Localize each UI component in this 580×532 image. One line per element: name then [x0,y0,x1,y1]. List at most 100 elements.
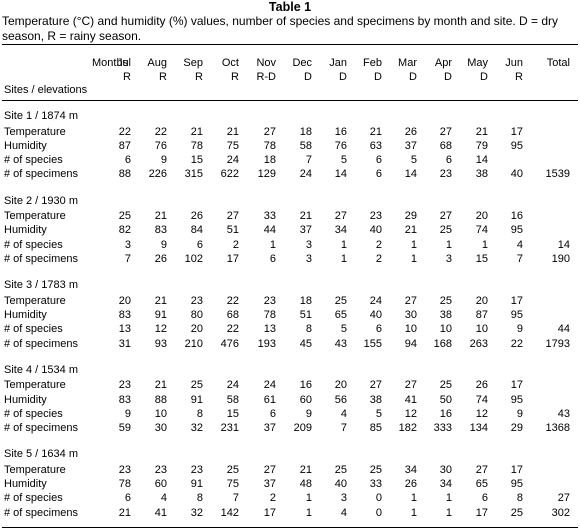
table-cell: 24 [226,379,239,392]
table-cell: 3 [305,238,312,251]
table-cell: 20 [334,379,347,392]
site-title: Site 1 / 1874 m [4,110,78,122]
table-cell: 333 [433,422,452,435]
column-header: Dec D [292,56,312,84]
table-cell: 95 [510,224,523,237]
table-cell: 6 [375,323,382,336]
table-cell: 40 [369,224,382,237]
table-cell: 91 [154,308,167,321]
table-row: Humidity 83 88 91 58 61 60 56 38 41 50 74 95 [0,393,580,407]
table-cell: 16 [334,125,347,138]
table-cell: 1368 [545,422,570,435]
table-cell: 45 [299,337,312,350]
column-header: May D [467,56,488,84]
table-cell: 21 [404,224,417,237]
table-cell: 95 [510,393,523,406]
table-row: # of specimens 7 26 102 17 6 3 1 2 1 3 15 7 190 [0,252,580,266]
site-block: Site 3 / 1783 m Temperature 20 21 23 22 23 18 25… [0,278,580,363]
table-row: # of specimens 31 93 210 476 193 45 43 155 94 168 2… [0,337,580,351]
table-cell: 21 [190,125,203,138]
table-cell: 21 [299,210,312,223]
row-label: # of species [4,323,63,336]
column-month: Aug [147,57,167,69]
table-cell: 6 [269,252,276,265]
row-label: Humidity [4,393,47,406]
table-cell: 2 [375,252,382,265]
header-rule [2,100,578,101]
table-cell: 65 [334,308,347,321]
table-cell: 9 [160,238,167,251]
table-cell: 1 [410,238,417,251]
table-cell: 14 [334,168,347,181]
table-cell: 6 [481,492,488,505]
table-cell: 7 [232,492,239,505]
row-label: # of species [4,492,63,505]
column-season: D [374,71,382,83]
table-cell: 94 [404,337,417,350]
column-season: D [409,71,417,83]
column-season: R [123,71,131,83]
table-row: # of species 3 9 6 2 1 3 1 2 1 1 1 4 14 [0,238,580,252]
column-month: Sep [183,57,203,69]
table-cell: 1 [305,506,312,519]
table-cell: 21 [475,125,488,138]
table-cell: 168 [433,337,452,350]
row-label: # of species [4,407,63,420]
table-cell: 26 [475,379,488,392]
table-cell: 16 [439,407,452,420]
table-cell: 4 [516,238,523,251]
table-cell: 38 [475,168,488,181]
table-cell: 5 [340,323,347,336]
table-cell: 60 [299,393,312,406]
table-cell: 82 [118,224,131,237]
table-cell: 27 [369,379,382,392]
table-cell: 15 [226,407,239,420]
table-row: # of species 9 10 8 15 6 9 4 5 12 16 12 9 43 [0,407,580,421]
table-cell: 6 [124,154,131,167]
table-cell: 83 [118,308,131,321]
table-cell: 2 [375,238,382,251]
table-cell: 37 [263,422,276,435]
table-cell: 34 [439,478,452,491]
table-cell: 44 [263,224,276,237]
column-header: Jun R [505,56,523,84]
table-cell: 33 [369,478,382,491]
table-cell: 9 [124,407,131,420]
table-cell: 315 [184,168,203,181]
row-label: Humidity [4,478,47,491]
table-cell: 25 [439,224,452,237]
table-cell: 17 [510,125,523,138]
table-cell: 1 [410,252,417,265]
table-cell: 68 [439,139,452,152]
table-cell: 43 [557,407,570,420]
site-block: Site 4 / 1534 m Temperature 23 21 25 24 24 16 20… [0,363,580,448]
table-cell: 37 [299,224,312,237]
row-label: # of specimens [4,168,78,181]
table-cell: 51 [226,224,239,237]
table-cell: 182 [398,422,417,435]
table-cell: 209 [293,422,312,435]
row-label: Temperature [4,379,66,392]
table-cell: 27 [475,463,488,476]
months-label: Months [92,57,129,69]
table-cell: 263 [469,337,488,350]
table-cell: 25 [334,294,347,307]
table-row: # of specimens 88 226 315 622 129 24 14 6 14 23 38 4… [0,167,580,181]
row-label: Humidity [4,308,47,321]
table-cell: 61 [263,393,276,406]
table-cell: 210 [184,337,203,350]
table-cell: 24 [226,154,239,167]
table-cell: 41 [404,393,417,406]
table-cell: 8 [305,323,312,336]
column-season [547,70,570,84]
table-cell: 21 [369,125,382,138]
table-cell: 22 [154,125,167,138]
column-month: Mar [398,57,417,69]
table-cell: 78 [118,478,131,491]
table-cell: 23 [118,463,131,476]
table-cell: 190 [551,252,570,265]
table-cell: 3 [340,492,347,505]
column-header: Sep R [183,56,203,84]
table-cell: 20 [475,210,488,223]
table-cell: 48 [299,478,312,491]
